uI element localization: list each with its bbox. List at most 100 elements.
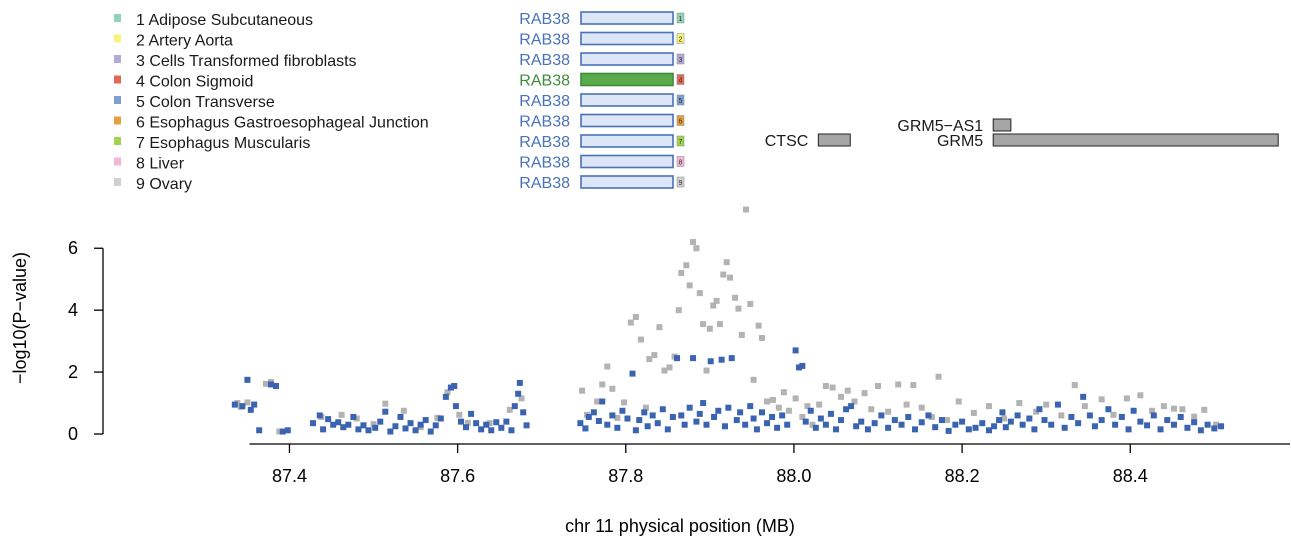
data-point-blue — [898, 421, 905, 428]
data-point-blue — [340, 424, 347, 431]
data-point-blue — [654, 420, 661, 427]
x-tick-label: 87.6 — [440, 466, 475, 486]
data-point-blue — [715, 407, 722, 414]
eqtl-gene-box — [580, 93, 674, 107]
legend-label: 8 Liver — [136, 156, 185, 173]
data-point-blue — [817, 415, 824, 422]
data-point-gray — [735, 305, 742, 312]
data-point-blue — [273, 383, 280, 390]
data-point-gray — [970, 409, 977, 416]
data-point-blue — [1137, 418, 1144, 425]
data-point-gray — [1170, 405, 1177, 412]
data-point-blue — [991, 423, 998, 430]
data-point-blue — [1164, 417, 1171, 424]
data-point-gray — [594, 398, 601, 405]
eqtl-gene-label: RAB38 — [519, 52, 570, 69]
tissue-badge-number: 4 — [679, 78, 683, 85]
data-point-blue — [1130, 407, 1137, 414]
legend-swatch — [114, 116, 121, 125]
data-point-blue — [1014, 412, 1021, 419]
data-point-blue — [822, 421, 829, 428]
data-point-blue — [316, 412, 323, 419]
data-point-blue — [1105, 406, 1112, 413]
data-point-blue — [251, 401, 258, 408]
data-point-blue — [644, 423, 651, 430]
data-point-blue — [473, 420, 480, 427]
data-point-gray — [506, 406, 513, 413]
data-point-blue — [871, 420, 878, 427]
x-axis-ticks: 87.4 87.6 87.8 88.0 88.2 88.4 — [272, 444, 1148, 486]
data-point-blue — [320, 426, 327, 433]
legend-label: 9 Ovary — [136, 176, 192, 193]
data-point-gray — [1098, 396, 1105, 403]
data-point-blue — [711, 413, 718, 420]
data-point-gray — [918, 404, 925, 411]
data-point-blue — [247, 406, 254, 413]
data-point-gray — [599, 381, 606, 388]
data-point-blue — [952, 421, 959, 428]
tissue-badge — [676, 115, 685, 126]
eqtl-gene-box — [580, 11, 674, 25]
data-point-blue — [437, 415, 444, 422]
tissue-badge-number: 3 — [679, 57, 683, 64]
data-point-gray — [703, 367, 710, 374]
data-point-gray — [758, 335, 765, 342]
data-point-gray — [678, 270, 685, 277]
data-point-blue — [493, 419, 500, 426]
y-tick-label: 6 — [68, 238, 78, 258]
data-point-gray — [743, 206, 750, 213]
eqtl-gene-box — [580, 72, 674, 87]
data-point-gray — [750, 376, 757, 383]
data-point-blue — [764, 420, 771, 427]
tissue-badge — [676, 33, 685, 44]
data-point-blue — [614, 424, 621, 431]
data-point-gray — [720, 271, 727, 278]
data-point-gray — [829, 384, 836, 391]
data-point-gray — [686, 282, 693, 289]
data-point-blue — [784, 421, 791, 428]
tissue-badge-number: 5 — [679, 98, 683, 105]
data-point-gray — [785, 407, 792, 414]
data-point-blue — [365, 427, 372, 434]
data-point-blue — [335, 419, 342, 426]
data-point-gray — [666, 364, 673, 371]
data-point-gray — [738, 331, 745, 338]
legend-label: 5 Colon Transverse — [136, 94, 275, 111]
data-point-blue — [1125, 426, 1132, 433]
data-point-blue — [758, 409, 765, 416]
gene-box — [992, 133, 1279, 147]
data-point-blue — [397, 413, 404, 420]
data-point-gray — [370, 421, 377, 428]
data-point-blue — [799, 362, 806, 369]
data-point-blue — [1036, 406, 1043, 413]
eqtl-gene-label: RAB38 — [519, 134, 570, 151]
eqtl-gene-box — [580, 113, 674, 128]
data-point-gray — [861, 390, 868, 397]
x-tick-label: 88.4 — [1113, 466, 1148, 486]
data-point-gray — [675, 307, 682, 314]
data-point-blue — [858, 418, 865, 425]
data-point-blue — [407, 420, 414, 427]
legend-label: 6 Esophagus Gastroesophageal Junction — [136, 115, 429, 132]
data-point-gray — [353, 415, 360, 422]
data-point-blue — [864, 426, 871, 433]
data-point-blue — [447, 384, 454, 391]
data-point-gray — [604, 363, 611, 370]
x-tick-label: 88.2 — [945, 466, 980, 486]
data-point-blue — [750, 415, 757, 422]
data-point-gray — [518, 395, 525, 402]
data-point-blue — [1184, 424, 1191, 431]
data-point-gray — [1191, 413, 1198, 420]
data-point-blue — [483, 421, 490, 428]
gene-label: GRM5 — [937, 133, 983, 150]
data-point-gray — [614, 414, 621, 421]
data-point-blue — [523, 422, 530, 429]
data-point-blue — [703, 421, 710, 428]
data-point-gray — [885, 408, 892, 415]
data-point-blue — [231, 401, 238, 408]
data-point-blue — [604, 421, 611, 428]
data-point-blue — [1170, 421, 1177, 428]
data-point-blue — [1061, 424, 1068, 431]
data-point-blue — [520, 409, 527, 416]
data-point-blue — [1086, 412, 1093, 419]
